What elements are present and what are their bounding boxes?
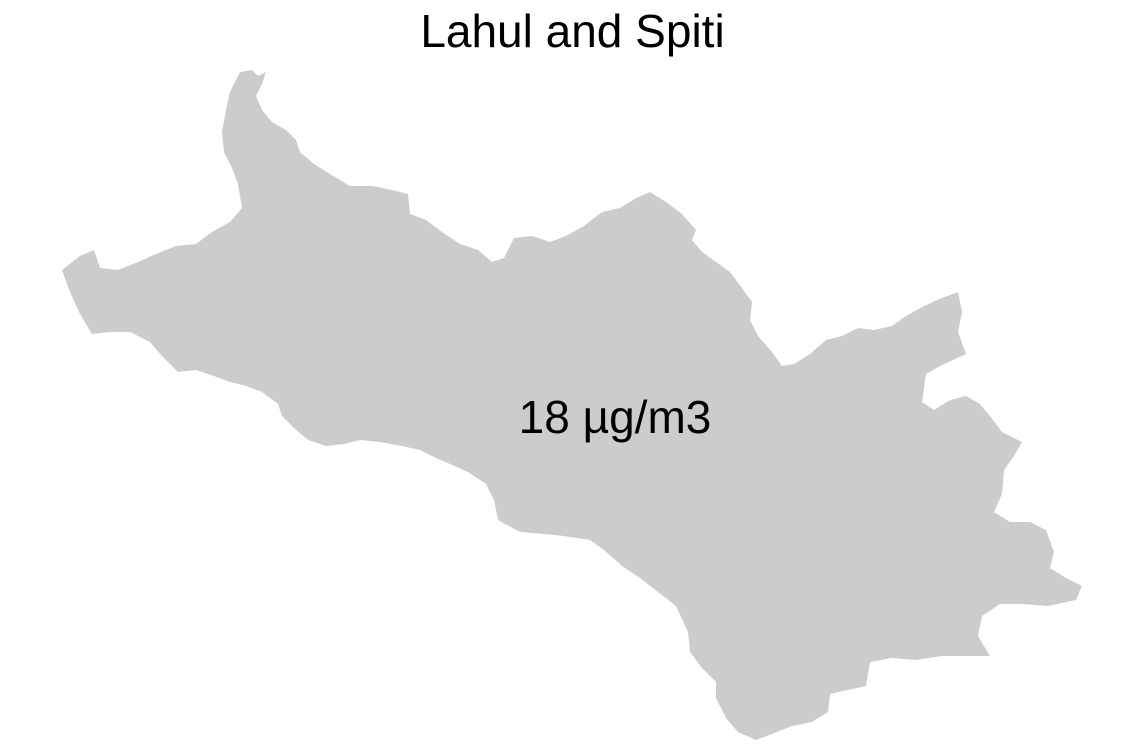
district-shape bbox=[62, 70, 1082, 740]
map-title: Lahul and Spiti bbox=[420, 5, 725, 57]
region-value-label: 18 µg/m3 bbox=[519, 391, 712, 443]
